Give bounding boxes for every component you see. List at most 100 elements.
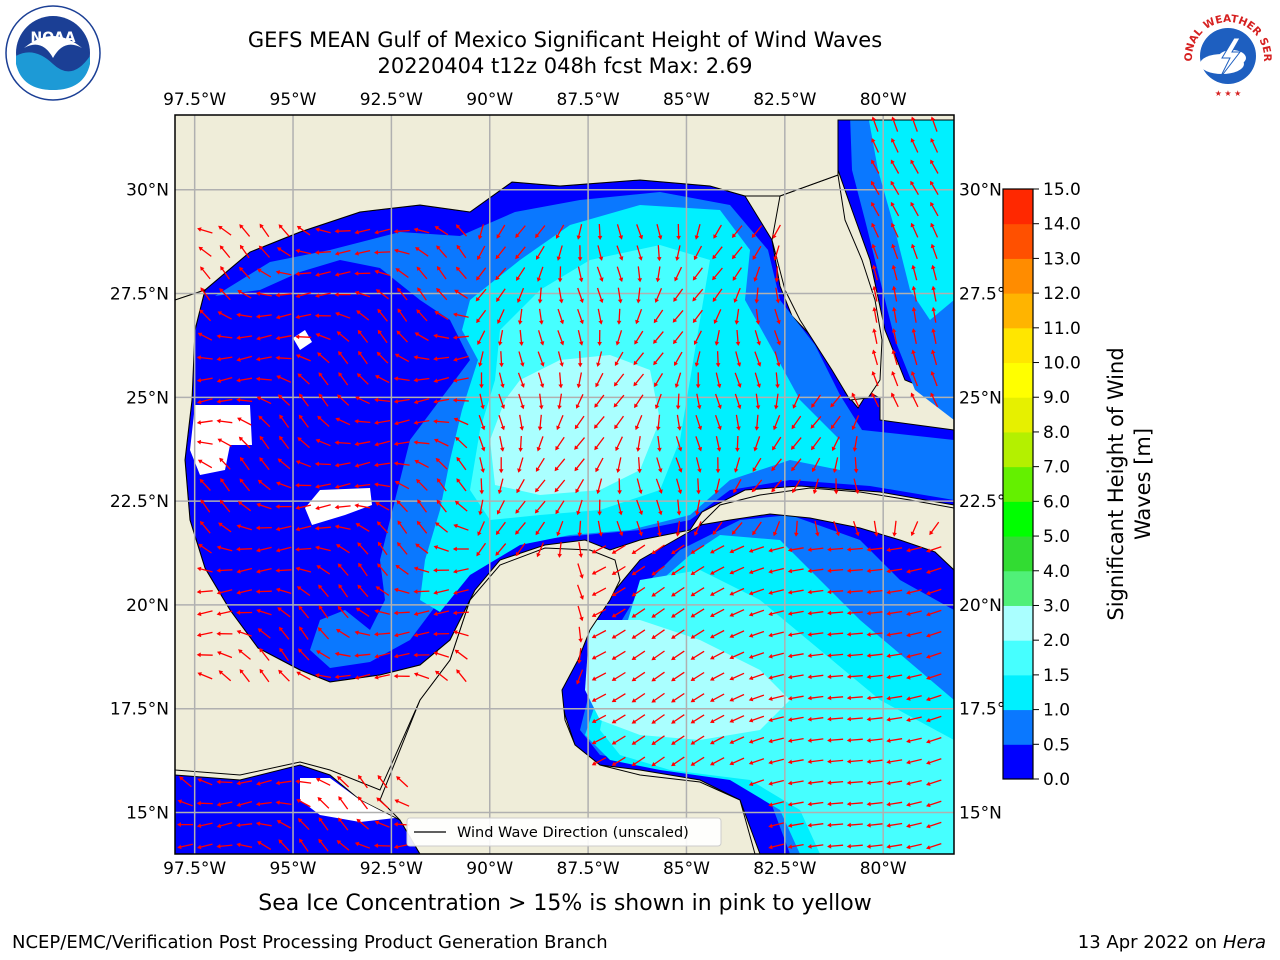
wave-direction-arrow (279, 627, 290, 640)
wave-arrow-head (416, 266, 421, 271)
wave-arrow-head (737, 404, 742, 410)
wave-direction-arrow (199, 544, 212, 554)
wave-arrow-head (656, 257, 662, 262)
wave-arrow-head (846, 674, 851, 679)
wave-arrow-head (654, 404, 660, 410)
wave-arrow-head (495, 275, 500, 281)
wave-direction-arrow (852, 415, 860, 429)
wave-arrow-head (558, 299, 564, 304)
wave-arrow-head (354, 271, 359, 276)
wave-arrow-head (557, 553, 562, 558)
wave-arrow-head (710, 570, 715, 575)
wave-direction-arrow (809, 547, 824, 551)
svg-text:★ ★ ★: ★ ★ ★ (1215, 89, 1242, 98)
colorbar-tick-label: 1.0 (1043, 701, 1070, 721)
wave-direction-arrow (299, 394, 309, 407)
wave-direction-arrow (454, 377, 469, 382)
wave-direction-arrow (652, 586, 665, 596)
wave-arrow-head (906, 547, 911, 553)
wave-direction-arrow (773, 521, 781, 535)
wave-arrow-head (256, 291, 261, 296)
wave-direction-arrow (809, 589, 824, 593)
wave-arrow-head (478, 362, 483, 367)
wave-arrow-head (658, 510, 663, 516)
wave-direction-arrow (257, 801, 272, 805)
wave-arrow-head (257, 268, 262, 273)
wave-arrow-head (591, 570, 597, 575)
wave-arrow-head (197, 778, 202, 783)
wave-direction-arrow (597, 308, 602, 323)
wave-arrow-head (611, 761, 617, 766)
wave-direction-arrow (576, 669, 584, 683)
colorbar-tick-label: 11.0 (1043, 319, 1081, 339)
wave-band-2.0 (490, 355, 660, 495)
wave-arrow-head (198, 543, 203, 549)
wave-direction-arrow (238, 290, 252, 299)
wave-arrow-head (354, 463, 360, 468)
wave-direction-arrow (789, 568, 804, 573)
wave-direction-arrow (730, 672, 745, 680)
wave-direction-arrow (277, 271, 292, 276)
wave-arrow-head (275, 526, 281, 532)
wave-arrow-head (278, 626, 284, 632)
wave-direction-arrow (519, 308, 523, 323)
wave-arrow-head (276, 247, 282, 252)
wave-direction-arrow (772, 479, 782, 492)
wave-arrow-head (891, 116, 896, 122)
wave-arrow-head (671, 634, 676, 639)
wave-arrow-head (597, 235, 603, 240)
wave-direction-arrow (277, 375, 292, 383)
wave-direction-arrow (498, 393, 505, 408)
wave-arrow-head (534, 509, 540, 514)
wave-arrow-head (807, 632, 812, 637)
wave-arrow-head (436, 287, 441, 293)
wave-arrow-head (890, 159, 895, 165)
wave-direction-arrow (930, 203, 939, 217)
wave-direction-arrow (277, 293, 292, 296)
wave-arrow-head (433, 545, 439, 550)
wave-arrow-head (481, 446, 486, 452)
wave-direction-arrow (416, 544, 429, 554)
wave-arrow-head (634, 403, 639, 409)
wave-direction-arrow (676, 245, 681, 260)
wave-arrow-head (453, 312, 458, 317)
wave-arrow-head (866, 653, 871, 658)
wave-direction-arrow (656, 499, 662, 514)
wave-arrow-head (676, 235, 681, 240)
wave-direction-arrow (907, 843, 922, 849)
wave-direction-arrow (614, 394, 625, 407)
wave-direction-arrow (617, 499, 622, 514)
wave-arrow-head (591, 740, 597, 745)
wave-direction-arrow (417, 310, 428, 322)
wave-direction-arrow (557, 245, 563, 260)
wave-arrow-head (236, 397, 241, 403)
wave-direction-arrow (596, 266, 603, 281)
wave-arrow-head (807, 589, 812, 595)
wave-direction-arrow (395, 398, 410, 403)
wave-arrow-head (377, 775, 382, 780)
wave-arrow-head (675, 532, 681, 537)
wave-arrow-head (926, 739, 931, 744)
wave-direction-arrow (695, 436, 702, 450)
wave-direction-arrow (377, 798, 389, 809)
wave-direction-arrow (417, 500, 428, 513)
wave-arrow-head (579, 319, 584, 325)
wave-arrow-head (812, 489, 818, 495)
wave-direction-arrow (594, 437, 605, 449)
wave-direction-arrow (613, 544, 626, 554)
wave-direction-arrow (455, 501, 468, 512)
colorbar-segment (1003, 709, 1033, 745)
wave-arrow-head (734, 320, 740, 325)
wave-direction-arrow (756, 414, 759, 429)
wave-direction-arrow (655, 478, 662, 493)
wave-direction-arrow (479, 499, 484, 514)
wave-arrow-head (773, 425, 778, 431)
wave-direction-arrow (477, 245, 486, 259)
wave-direction-arrow (415, 567, 430, 573)
wave-direction-arrow (476, 309, 487, 322)
wave-arrow-head (807, 759, 812, 764)
wave-arrow-head (717, 425, 722, 431)
wave-direction-arrow (297, 780, 312, 784)
wave-direction-arrow (539, 414, 542, 429)
wave-direction-arrow (435, 335, 450, 339)
